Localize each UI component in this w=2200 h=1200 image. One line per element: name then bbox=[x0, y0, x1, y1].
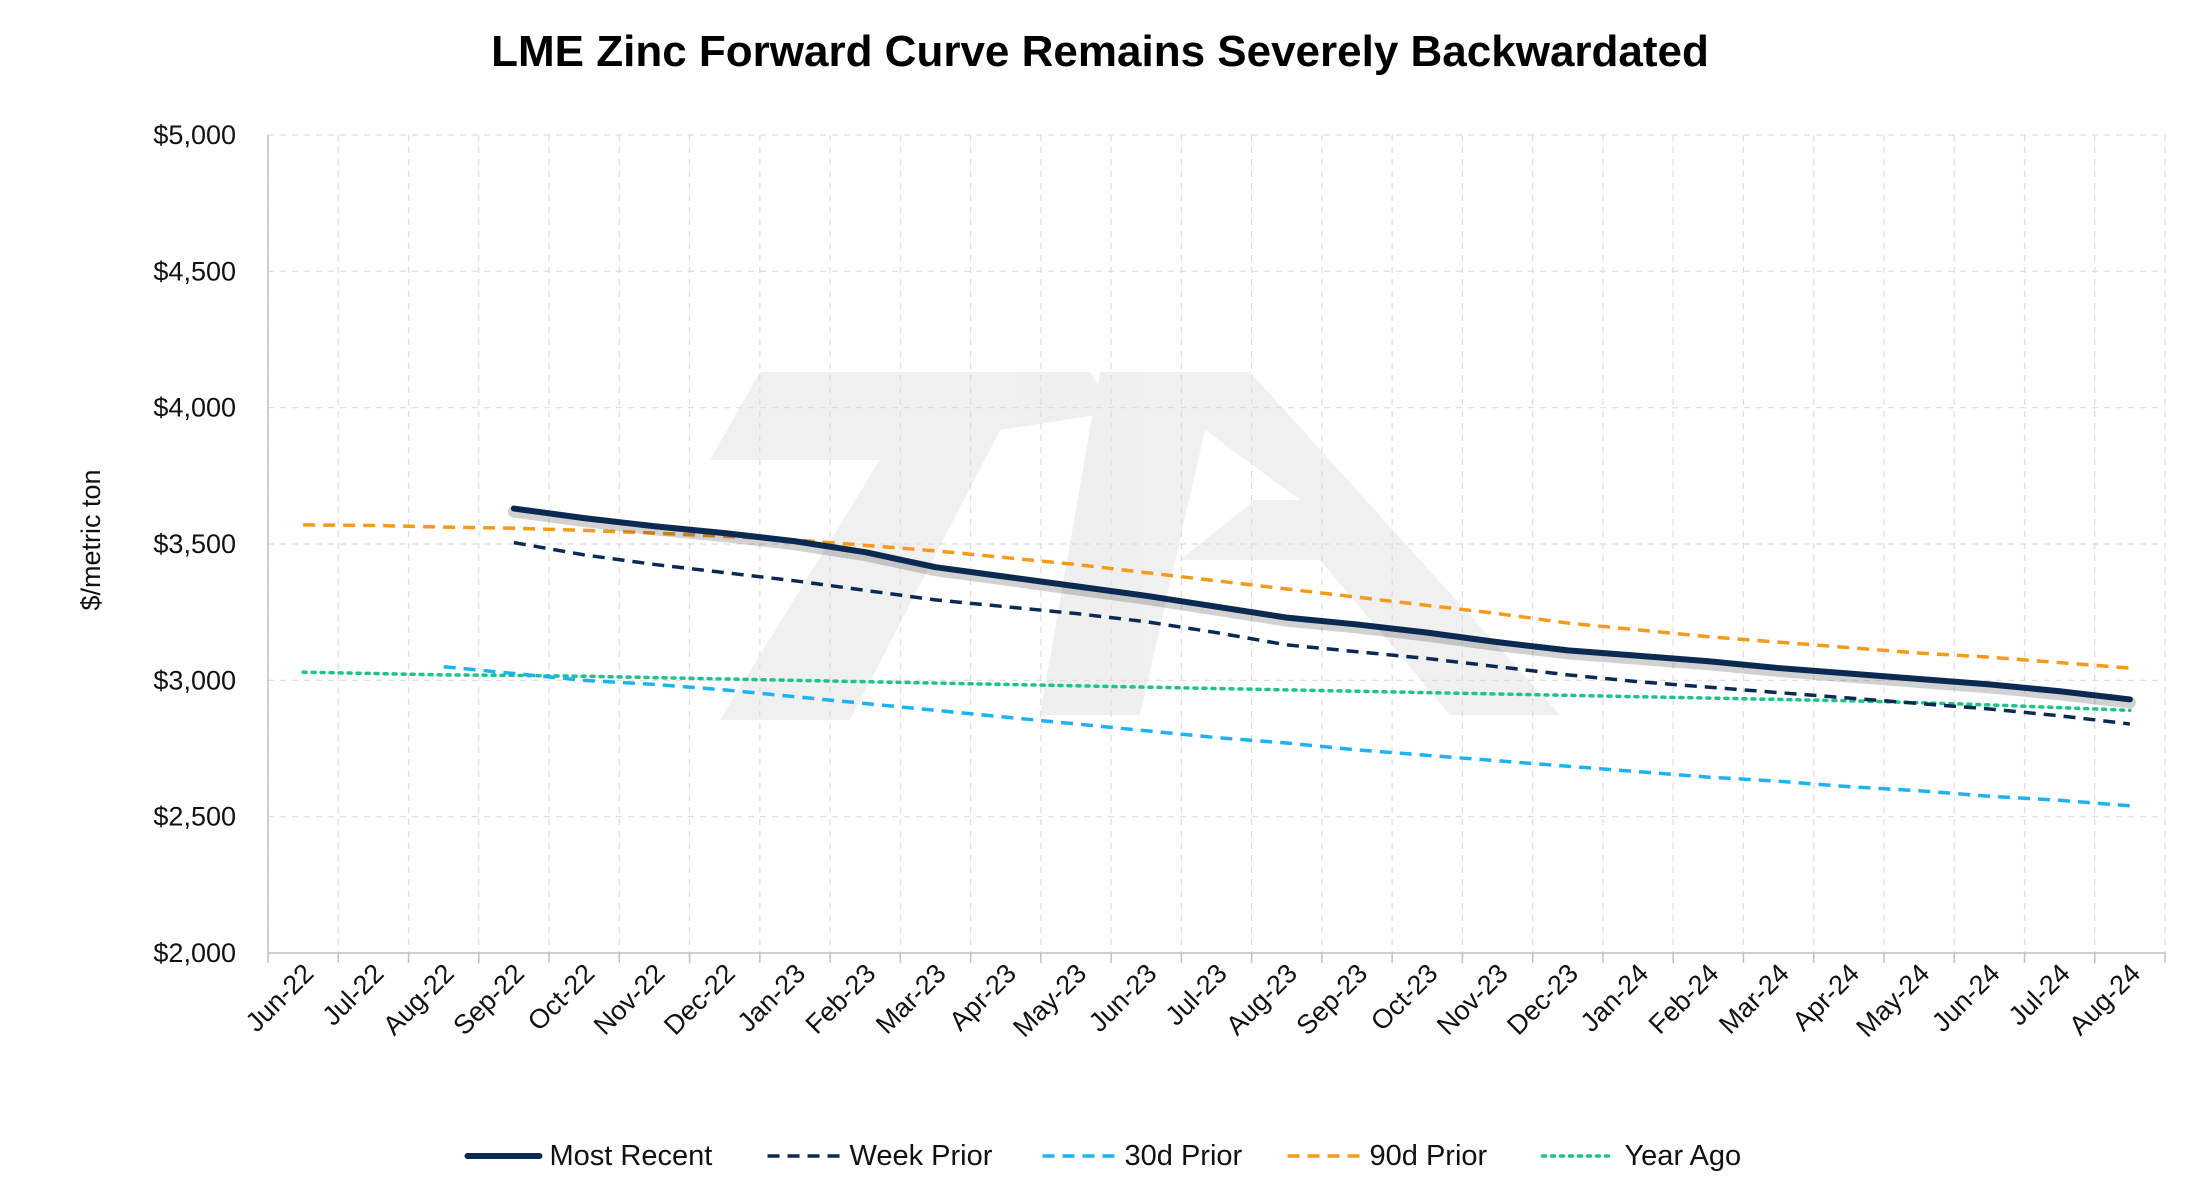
axes bbox=[267, 135, 2166, 963]
x-tick-label: May-24 bbox=[1850, 958, 1935, 1043]
x-tick-label: May-23 bbox=[1007, 958, 1092, 1043]
chart-title: LME Zinc Forward Curve Remains Severely … bbox=[491, 27, 1709, 76]
x-tick-label: Aug-24 bbox=[2063, 958, 2146, 1041]
y-axis-ticks: $2,000 $2,500 $3,000 $3,500 $4,000 $4,500 $5,0… bbox=[153, 120, 236, 968]
x-tick-label: Nov-22 bbox=[588, 958, 671, 1041]
y-tick-label: $2,000 bbox=[153, 938, 236, 968]
y-tick-label: $5,000 bbox=[153, 120, 236, 150]
series-line-week-prior bbox=[513, 540, 2131, 726]
x-tick-label: Jun-24 bbox=[1926, 958, 2006, 1038]
y-tick-label: $4,000 bbox=[153, 393, 236, 423]
legend-item-30d-prior: 30d Prior bbox=[1042, 1140, 1243, 1172]
series-line-90d-prior bbox=[303, 523, 2131, 670]
x-tick-label: Mar-23 bbox=[870, 958, 952, 1040]
gridlines bbox=[267, 134, 2166, 953]
legend-item-year-ago: Year Ago bbox=[1540, 1140, 1742, 1172]
legend-item-most-recent: Most Recent bbox=[464, 1140, 713, 1172]
y-tick-label: $2,500 bbox=[153, 802, 236, 832]
legend-label-week-prior: Week Prior bbox=[850, 1140, 993, 1172]
y-tick-label: $4,500 bbox=[153, 256, 236, 286]
legend-label-most-recent: Most Recent bbox=[550, 1140, 713, 1172]
x-tick-label: Oct-23 bbox=[1365, 958, 1444, 1037]
series-line-year-ago bbox=[301, 670, 2132, 713]
x-tick-label: Jan-24 bbox=[1575, 958, 1655, 1038]
y-tick-label: $3,500 bbox=[153, 529, 236, 559]
x-tick-label: Nov-23 bbox=[1431, 958, 1514, 1041]
legend: Most Recent Week Prior 30d Prior 90d Prior Y… bbox=[464, 1140, 1742, 1172]
legend-item-90d-prior: 90d Prior bbox=[1287, 1140, 1488, 1172]
y-axis-label: $/metric ton bbox=[76, 469, 106, 610]
x-tick-label: Sep-22 bbox=[447, 958, 530, 1041]
legend-item-week-prior: Week Prior bbox=[767, 1140, 993, 1172]
x-axis-ticks: Jun-22Jul-22Aug-22Sep-22Oct-22Nov-22Dec-… bbox=[240, 958, 2146, 1043]
x-tick-label: Jun-22 bbox=[240, 958, 320, 1038]
x-tick-label: Dec-22 bbox=[658, 958, 741, 1041]
x-tick-label: Aug-23 bbox=[1220, 958, 1303, 1041]
x-tick-label: Mar-24 bbox=[1713, 958, 1795, 1040]
y-tick-label: $3,000 bbox=[153, 665, 236, 695]
legend-label-year-ago: Year Ago bbox=[1625, 1140, 1742, 1172]
x-tick-label: Dec-23 bbox=[1501, 958, 1584, 1041]
x-tick-label: Aug-22 bbox=[377, 958, 460, 1041]
x-tick-label: Jan-23 bbox=[732, 958, 812, 1038]
x-tick-label: Jun-23 bbox=[1083, 958, 1163, 1038]
series-lines bbox=[301, 505, 2136, 808]
x-tick-label: Feb-24 bbox=[1643, 958, 1725, 1040]
x-tick-label: Feb-23 bbox=[800, 958, 882, 1040]
legend-label-90d-prior: 90d Prior bbox=[1370, 1140, 1488, 1172]
series-line-30d-prior bbox=[443, 664, 2131, 808]
x-tick-label: Sep-23 bbox=[1290, 958, 1373, 1041]
x-tick-label: Oct-22 bbox=[522, 958, 601, 1037]
legend-label-30d-prior: 30d Prior bbox=[1125, 1140, 1243, 1172]
series-line-most-recent bbox=[510, 505, 2133, 703]
